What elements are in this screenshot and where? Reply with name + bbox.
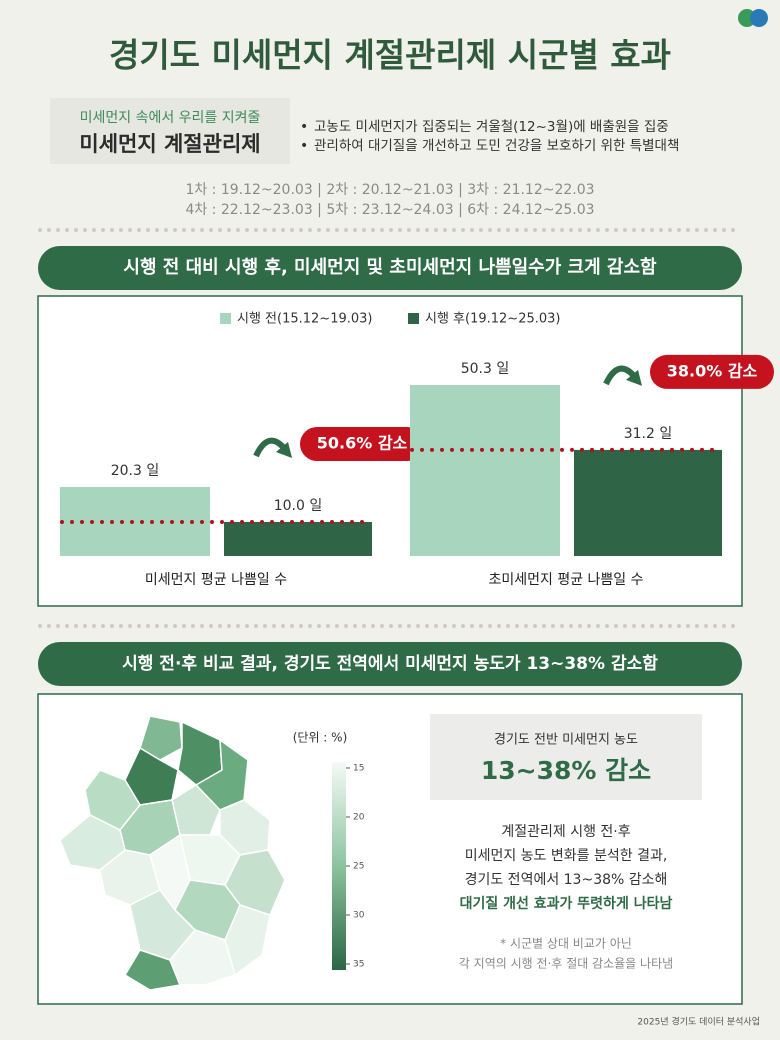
note-line: 각 지역의 시행 전·후 절대 감소율을 나타냄 — [459, 956, 673, 971]
intro-bullet: 관리하여 대기질을 개선하고 도민 건강을 보호하기 위한 특별대책 — [314, 138, 679, 154]
legend-unit: (단위 : %) — [293, 731, 348, 745]
legend-swatch — [408, 313, 419, 324]
legend-label: 시행 전(15.12~19.03) — [237, 311, 372, 327]
intro-bullet: 고농도 미세먼지가 집중되는 겨울철(12~3월)에 배출원을 집중 — [314, 119, 669, 135]
intro-box — [50, 98, 290, 164]
logo — [738, 9, 768, 27]
bar — [410, 385, 560, 556]
colorbar-tick-label: 20 — [353, 813, 365, 823]
phase-line: 4차 : 22.12~23.03 | 5차 : 23.12~24.03 | 6차… — [185, 202, 594, 218]
category-label: 초미세먼지 평균 나쁨일 수 — [488, 572, 643, 588]
description-line: 미세먼지 농도 변화를 분석한 결과, — [465, 848, 668, 864]
title: 경기도 미세먼지 계절관리제 시군별 효과 — [109, 36, 671, 75]
arrow-icon — [603, 365, 637, 386]
colorbar-tick-label: 15 — [353, 764, 364, 774]
description-line: 계절관리제 시행 전·후 — [501, 824, 630, 840]
description-line: 대기질 개선 효과가 뚜렷하게 나타남 — [460, 895, 673, 912]
phase-line: 1차 : 19.12~20.03 | 2차 : 20.12~21.03 | 3차… — [185, 182, 594, 198]
section-pill — [38, 642, 742, 686]
bullet: • — [300, 119, 308, 135]
value-label: 31.2 일 — [624, 426, 673, 442]
colorbar — [332, 762, 346, 970]
annotation-pill — [300, 427, 424, 462]
value-label: 10.0 일 — [274, 498, 323, 514]
section-heading: 시행 전·후 비교 결과, 경기도 전역에서 미세먼지 농도가 13~38% 감… — [122, 653, 658, 674]
value-label: 20.3 일 — [111, 463, 160, 479]
bullet: • — [300, 138, 308, 154]
intro-tagline: 미세먼지 속에서 우리를 지켜줄 — [80, 110, 261, 126]
annotation: 38.0% 감소 — [667, 361, 758, 380]
intro-name: 미세먼지 계절관리제 — [79, 132, 260, 156]
note-line: * 시군별 상대 비교가 아닌 — [500, 937, 632, 951]
colorbar-ticks: 15 20 25 30 35 — [346, 764, 365, 970]
summary-box — [430, 714, 702, 800]
legend-label: 시행 후(19.12~25.03) — [425, 311, 560, 327]
section-heading: 시행 전 대비 시행 후, 미세먼지 및 초미세먼지 나쁨일수가 크게 감소함 — [123, 256, 657, 278]
arrow-head — [276, 442, 292, 459]
bar-chart: 시행 전(15.12~19.03) 시행 후(19.12~25.03) 20.3 일… — [60, 311, 774, 588]
colorbar-tick-label: 25 — [353, 862, 364, 872]
bar — [574, 449, 722, 556]
section-pill — [38, 246, 742, 290]
category-label: 미세먼지 평균 나쁨일 수 — [145, 572, 287, 588]
colorbar-tick-label: 35 — [353, 960, 364, 970]
bar — [224, 522, 372, 556]
bar — [60, 486, 210, 556]
arrow-icon — [253, 437, 287, 458]
summary-label: 경기도 전반 미세먼지 농도 — [494, 733, 638, 748]
footer: 2025년 경기도 데이터 분석사업 — [637, 1016, 760, 1028]
value-label: 50.3 일 — [461, 361, 510, 377]
map — [59, 715, 286, 991]
annotation-pill — [650, 354, 774, 389]
arrow-head — [626, 369, 642, 386]
legend-swatch — [220, 313, 231, 324]
description-line: 경기도 전역에서 13~38% 감소해 — [465, 872, 668, 888]
colorbar-tick-label: 30 — [353, 911, 365, 921]
annotation: 50.6% 감소 — [317, 434, 408, 453]
summary-value: 13~38% 감소 — [481, 756, 651, 785]
